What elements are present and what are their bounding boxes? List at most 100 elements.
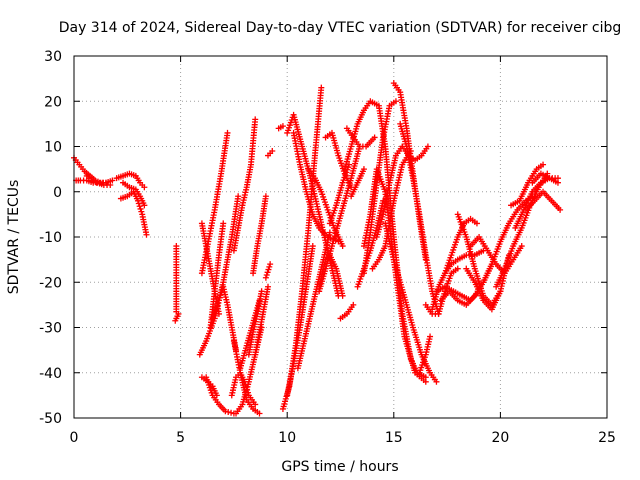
data-point [265, 283, 272, 290]
data-point [224, 129, 231, 136]
data-point [109, 177, 116, 184]
data-point [279, 123, 286, 130]
series-pass-61 [508, 161, 547, 209]
chart-title: Day 314 of 2024, Sidereal Day-to-day VTE… [59, 20, 622, 36]
series-pass-34 [316, 252, 346, 299]
data-point [473, 220, 480, 227]
data-point [228, 409, 235, 416]
data-point [433, 378, 440, 385]
series-pass-43 [360, 98, 399, 277]
data-point [220, 220, 227, 227]
data-point [141, 184, 148, 191]
data-point [326, 229, 333, 236]
y-tick-label: -10 [39, 230, 62, 246]
series-pass-13 [198, 129, 231, 277]
x-tick-label: 25 [598, 430, 616, 446]
x-axis-label: GPS time / hours [281, 459, 398, 475]
series-pass-35 [322, 129, 355, 191]
data-point [258, 288, 265, 295]
series-pass-28 [284, 243, 316, 399]
data-point [269, 148, 276, 155]
data-point [266, 263, 273, 270]
series-pass-55 [441, 215, 480, 277]
data-point [252, 401, 259, 408]
y-tick-label: -40 [39, 366, 62, 382]
series-pass-12 [209, 283, 240, 354]
x-tick-label: 20 [491, 430, 509, 446]
series-pass-39 [343, 125, 378, 150]
data-point [141, 202, 148, 209]
series-pass-21 [245, 288, 265, 358]
data-point [263, 272, 270, 279]
data-point [350, 301, 357, 308]
y-axis-label: SDTVAR / TECUs [6, 180, 22, 295]
y-tick-label: -30 [39, 321, 62, 337]
series-pass-64 [529, 170, 561, 186]
x-tick-label: 10 [278, 430, 296, 446]
data-point [143, 231, 150, 238]
series-pass-45 [373, 143, 406, 240]
data-point [309, 243, 316, 250]
series-pass-17 [230, 116, 259, 254]
series-pass-49 [399, 143, 431, 164]
series-pass-26 [275, 123, 286, 132]
data-point [339, 243, 346, 250]
data-point [136, 203, 143, 210]
series-pass-22 [250, 193, 269, 277]
series-pass-46 [382, 220, 440, 385]
data-point [267, 261, 274, 268]
series-pass-04 [113, 170, 148, 191]
series-pass-23 [252, 283, 272, 358]
series-pass-24 [262, 261, 274, 281]
data-point [371, 134, 378, 141]
x-tick-label: 15 [385, 430, 403, 446]
data-point [216, 294, 223, 301]
x-tick-label: 5 [176, 430, 185, 446]
data-point [252, 116, 259, 123]
x-tick-label: 0 [70, 430, 79, 446]
data-point [235, 193, 242, 200]
data-point [137, 205, 144, 212]
series-pass-25 [265, 148, 276, 159]
data-point [138, 208, 145, 215]
data-point [360, 166, 367, 173]
data-point [424, 143, 431, 150]
data-point [222, 408, 229, 415]
data-point [454, 265, 461, 272]
y-tick-label: -20 [39, 275, 62, 291]
series-pass-09 [196, 193, 242, 358]
y-tick-label: 10 [44, 140, 62, 156]
data-point [540, 161, 547, 168]
y-tick-label: -50 [39, 411, 62, 427]
series-pass-37 [337, 301, 357, 322]
data-point [392, 98, 399, 105]
data-point [262, 274, 269, 281]
data-point [264, 269, 271, 276]
y-tick-label: 20 [44, 94, 62, 110]
data-point [339, 292, 346, 299]
data-point [262, 193, 269, 200]
data-point [107, 181, 114, 188]
data-point [518, 243, 525, 250]
axis-ticks: 0 5 10 15 20 25 -50 -40 -30 -20 -10 0 10 20 30 [39, 49, 616, 446]
series-pass-40 [348, 166, 367, 200]
data-points [71, 80, 564, 417]
data-point [422, 378, 429, 385]
data-point [557, 206, 564, 213]
data-point [175, 310, 182, 317]
series-pass-63 [522, 188, 564, 213]
data-point [318, 84, 325, 91]
data-point [554, 179, 561, 186]
data-point [256, 410, 263, 417]
series-pass-06 [120, 179, 148, 209]
series-pass-08 [172, 310, 182, 324]
series-pass-03 [83, 172, 114, 188]
data-point [215, 297, 222, 304]
series-pass-57 [463, 252, 512, 313]
y-tick-label: 30 [44, 49, 62, 65]
series-pass-15 [207, 220, 227, 331]
data-point [427, 333, 434, 340]
series-pass-50 [416, 333, 434, 376]
